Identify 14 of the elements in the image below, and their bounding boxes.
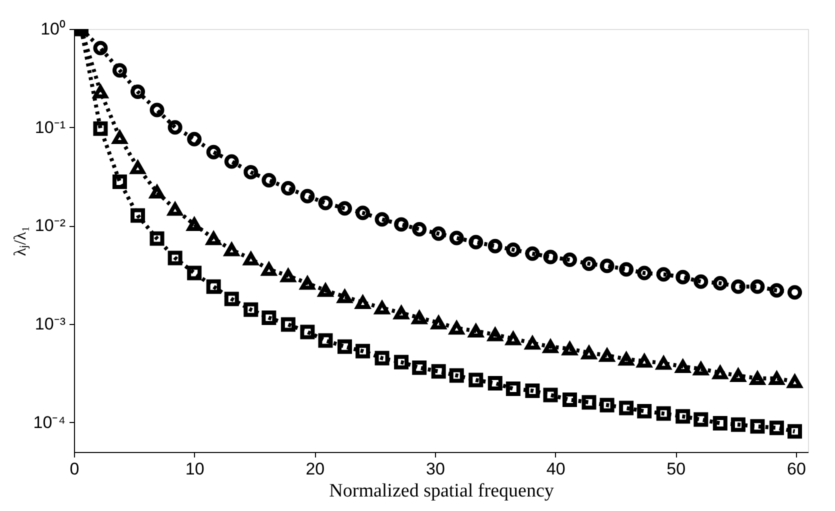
y-tick-label: 10⁻³ — [34, 314, 66, 334]
y-tick-label: 10⁰ — [40, 20, 66, 38]
x-tick-label: 10 — [185, 460, 204, 478]
y-tick-label: 10⁻² — [34, 216, 66, 236]
x-axis-title: Normalized spatial frequency — [329, 480, 554, 502]
x-tick-label: 20 — [306, 460, 325, 478]
x-tick-label: 40 — [546, 460, 566, 478]
x-tick-label: 0 — [70, 460, 80, 478]
x-tick-label: 60 — [787, 460, 806, 478]
y-tick-label: 10⁻⁴ — [33, 412, 66, 432]
y-tick-label: 10⁻¹ — [34, 118, 66, 137]
y-axis-title: λⱼ/λ₁ — [10, 226, 30, 256]
x-tick-label: 30 — [426, 460, 445, 478]
x-tick-label: 50 — [666, 460, 686, 478]
